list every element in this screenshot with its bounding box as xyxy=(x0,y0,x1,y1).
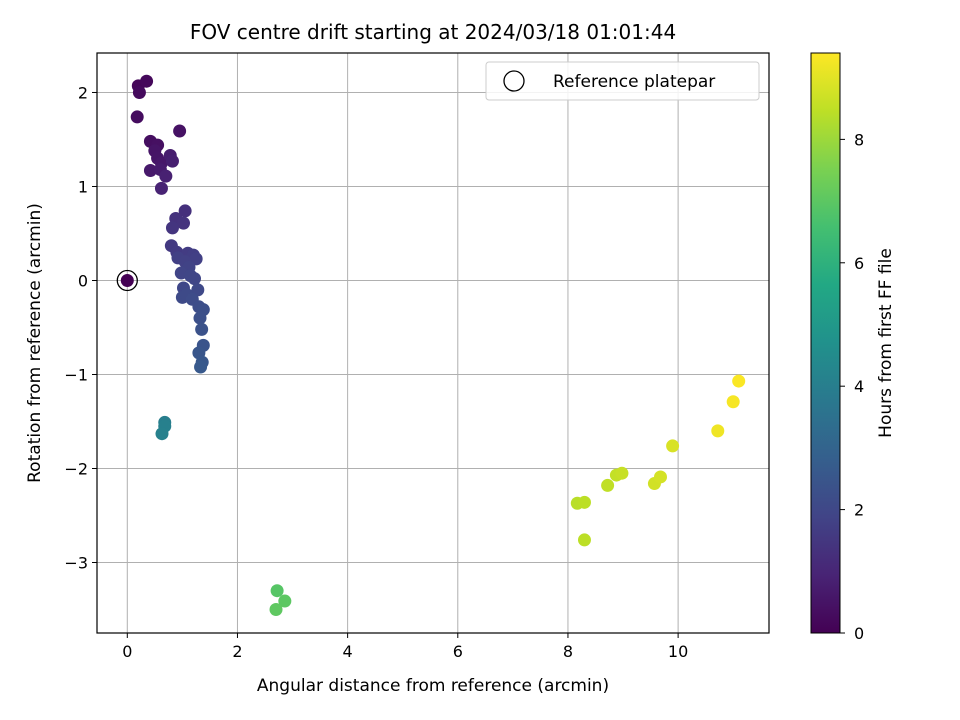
data-point xyxy=(120,273,134,287)
plot-frame xyxy=(96,52,770,634)
x-tick-label: 10 xyxy=(668,642,688,661)
x-axis-ticks: 0 2 4 6 8 10 xyxy=(122,633,688,661)
colorbar-tick-label: 0 xyxy=(854,624,864,643)
colorbar: 0 2 4 6 8 Hours from first FF file xyxy=(810,52,896,643)
colorbar-tick-label: 2 xyxy=(854,501,864,520)
reference-platepar-marker xyxy=(116,269,138,292)
data-point xyxy=(711,424,725,438)
legend-box xyxy=(485,61,760,101)
grid-layer xyxy=(97,53,769,633)
data-point xyxy=(601,478,615,492)
data-point xyxy=(173,124,187,138)
data-point xyxy=(194,360,208,374)
data-point xyxy=(165,154,179,168)
data-point xyxy=(159,169,173,183)
legend-reference-marker xyxy=(503,70,525,92)
data-point xyxy=(195,322,209,336)
data-point xyxy=(143,164,157,178)
data-point xyxy=(176,216,190,230)
data-point xyxy=(155,427,169,441)
y-axis-label: Rotation from reference (arcmin) xyxy=(25,203,45,483)
data-point xyxy=(278,594,292,608)
x-tick-label: 4 xyxy=(343,642,353,661)
y-tick-label: −1 xyxy=(64,365,88,384)
data-point xyxy=(270,584,284,598)
legend: Reference platepar xyxy=(485,61,760,101)
y-tick-label: 2 xyxy=(78,83,88,102)
y-axis-ticks: −3 −2 −1 0 1 2 xyxy=(64,83,97,572)
colorbar-tick-label: 8 xyxy=(854,130,864,149)
data-point xyxy=(615,466,629,480)
y-tick-label: 0 xyxy=(78,271,88,290)
data-point xyxy=(191,283,205,297)
chart-title: FOV centre drift starting at 2024/03/18 … xyxy=(190,20,676,44)
data-point xyxy=(178,204,192,218)
legend-label: Reference platepar xyxy=(553,72,715,92)
data-point xyxy=(193,311,207,325)
data-point xyxy=(653,470,667,484)
colorbar-ticks: 0 2 4 6 8 xyxy=(840,130,864,643)
data-point xyxy=(666,439,680,453)
y-tick-label: −2 xyxy=(64,459,88,478)
data-point xyxy=(577,533,591,547)
data-point xyxy=(269,602,283,616)
x-axis-label: Angular distance from reference (arcmin) xyxy=(257,676,609,696)
data-point xyxy=(132,85,146,99)
x-tick-label: 2 xyxy=(232,642,242,661)
y-tick-label: 1 xyxy=(78,177,88,196)
colorbar-label: Hours from first FF file xyxy=(876,248,896,438)
data-point xyxy=(140,74,154,88)
y-tick-label: −3 xyxy=(64,553,88,572)
x-tick-label: 0 xyxy=(122,642,132,661)
x-tick-label: 6 xyxy=(453,642,463,661)
data-point xyxy=(130,110,144,124)
colorbar-tick-label: 4 xyxy=(854,377,864,396)
points-layer xyxy=(116,74,746,616)
data-point xyxy=(154,181,168,195)
colorbar-tick-label: 6 xyxy=(854,254,864,273)
data-point xyxy=(189,252,203,266)
colorbar-frame xyxy=(810,52,841,634)
x-tick-label: 8 xyxy=(563,642,573,661)
data-point xyxy=(726,395,740,409)
data-point xyxy=(577,495,591,509)
colorbar-gradient xyxy=(811,53,840,633)
data-point xyxy=(165,221,179,235)
data-point xyxy=(187,272,201,286)
data-point xyxy=(732,374,746,388)
